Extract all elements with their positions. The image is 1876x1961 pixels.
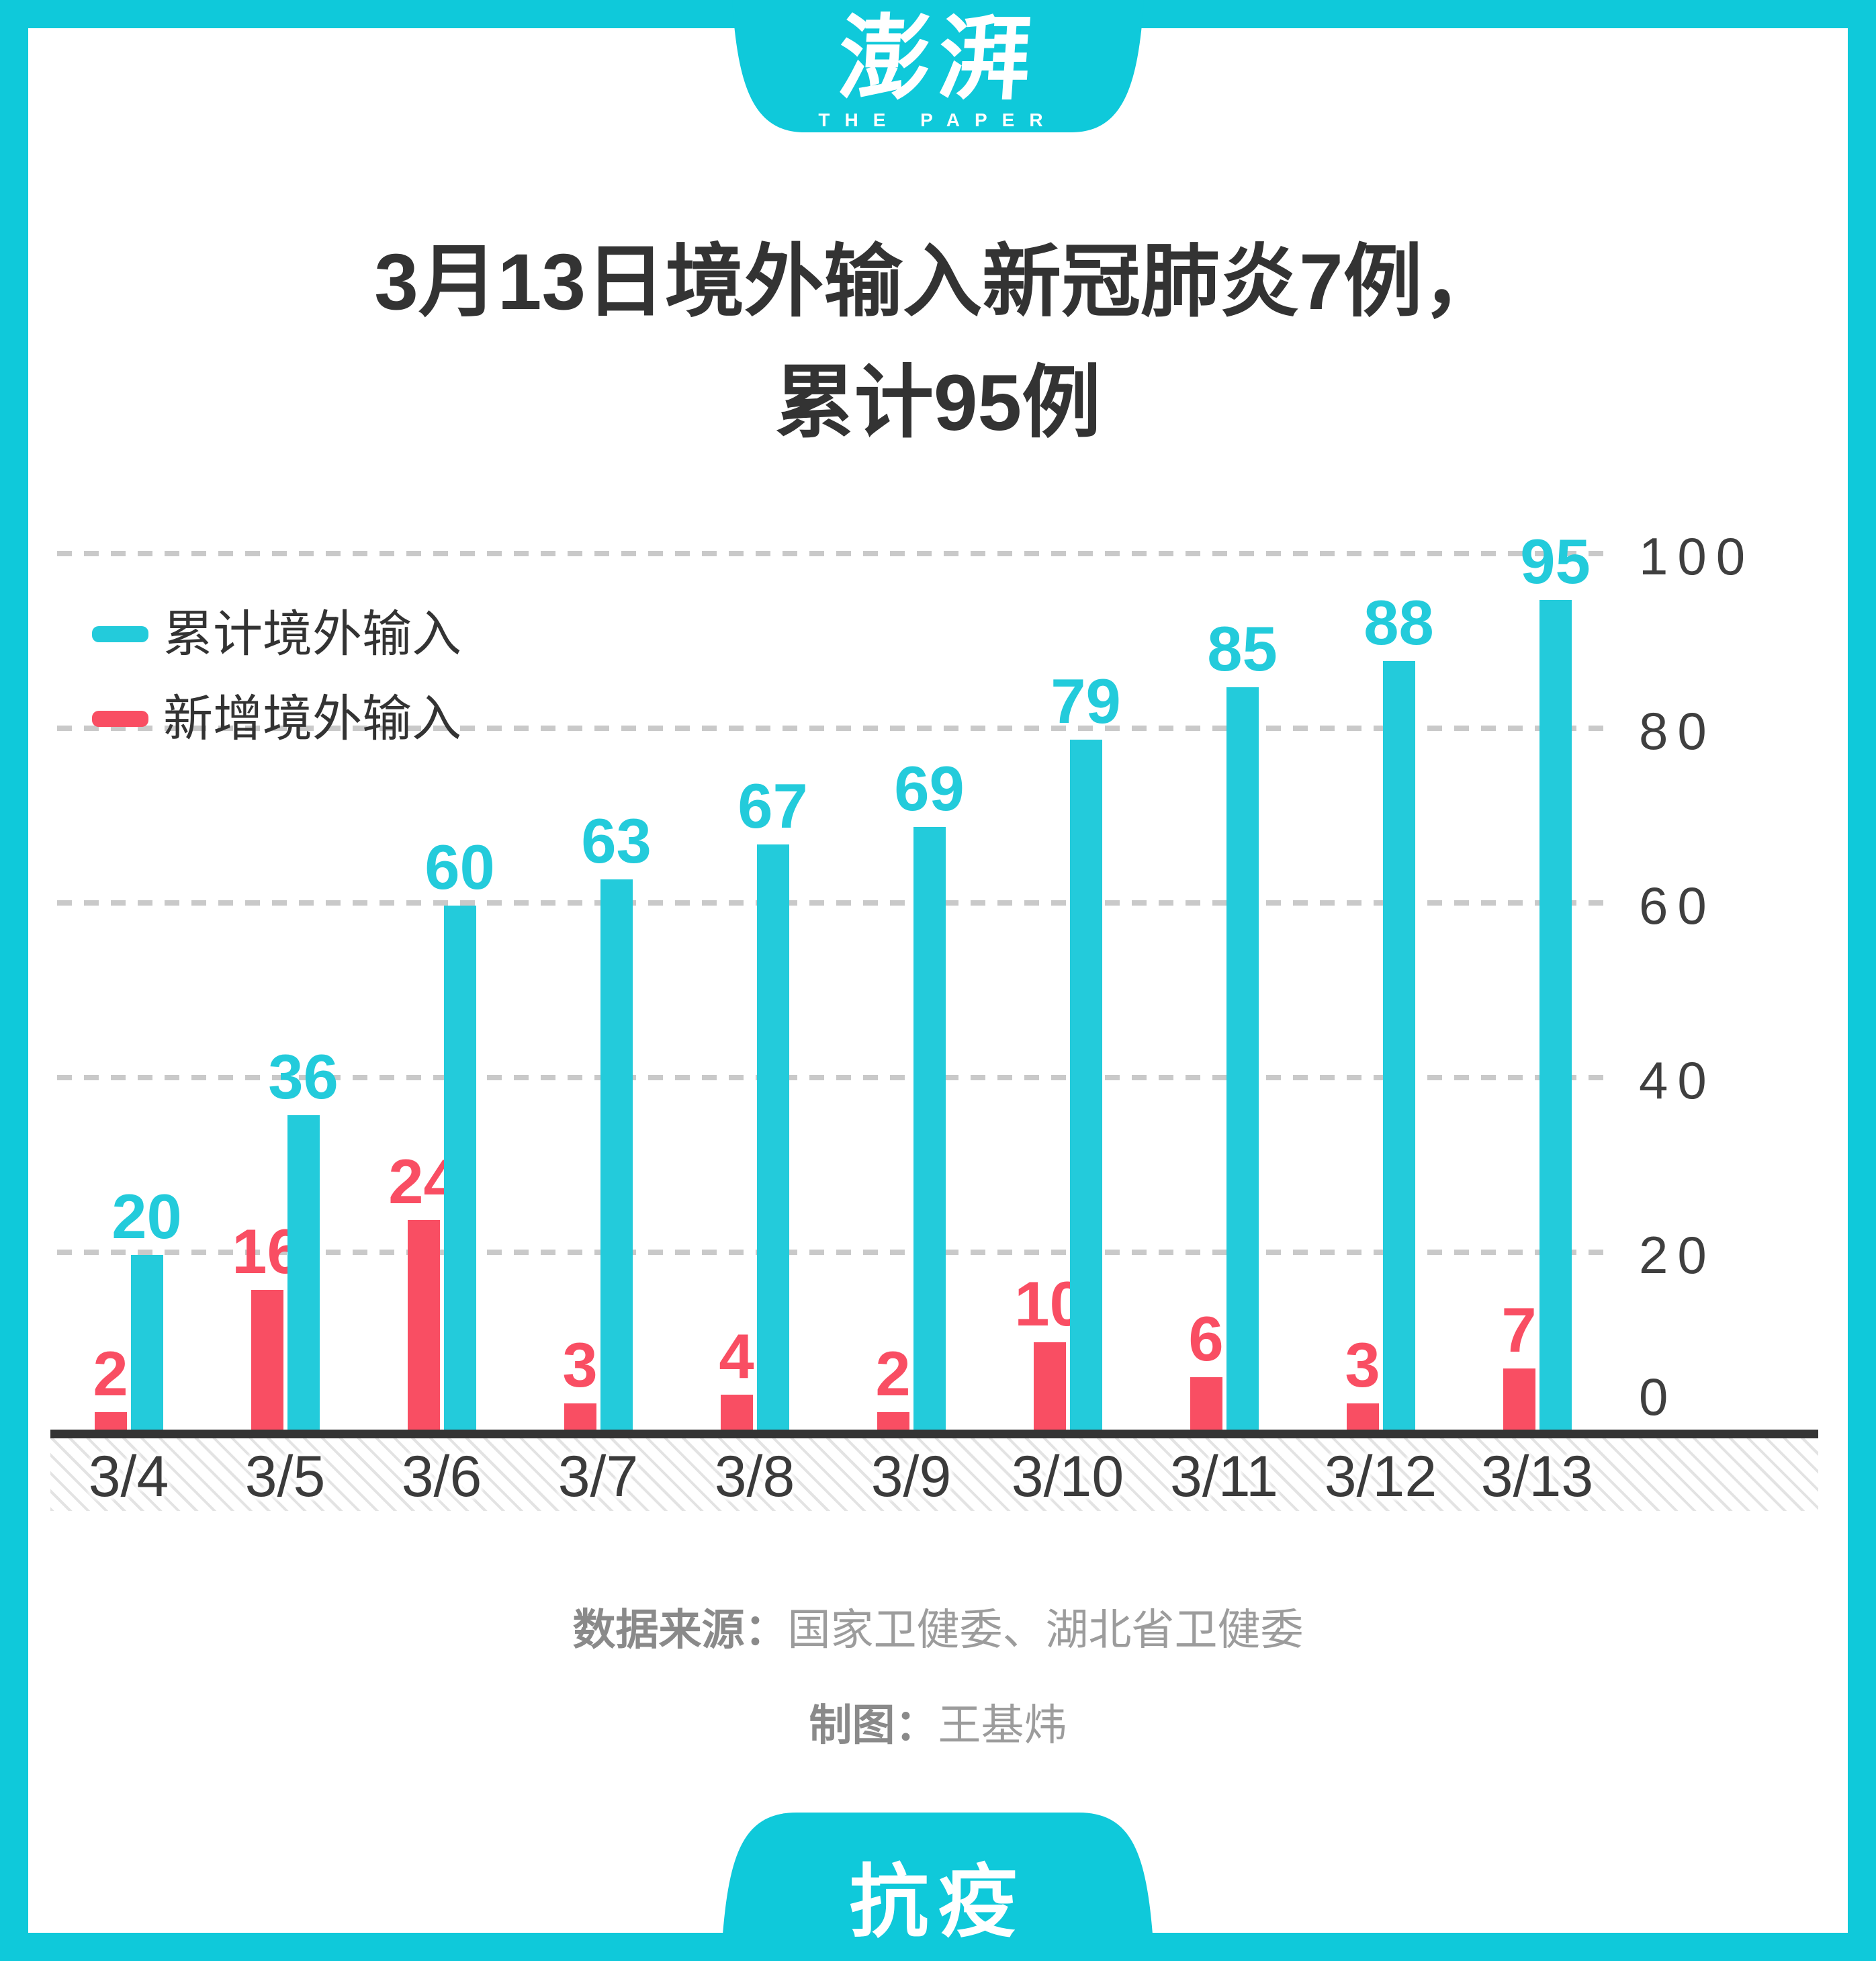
bar-value-label-new-3/12: 3 bbox=[1345, 1330, 1380, 1400]
data-source-line: 数据来源：国家卫健委、湖北省卫健委 bbox=[0, 1606, 1876, 1654]
bar-cumulative-3/10: 79 bbox=[1051, 670, 1121, 1430]
date-label-3/10: 3/10 bbox=[1011, 1444, 1124, 1509]
bottom-tab-shape bbox=[723, 1813, 1153, 1934]
x-axis-baseline bbox=[50, 1430, 1818, 1438]
bar-new-3/8: 4 bbox=[719, 1325, 754, 1430]
bar-value-label-cumulative-3/10: 79 bbox=[1051, 666, 1121, 736]
x-axis-hatched-band bbox=[50, 1438, 1818, 1511]
date-label-3/5: 3/5 bbox=[244, 1444, 326, 1509]
bar-group-3/12: 3 88 bbox=[1302, 556, 1459, 1430]
chart-title-line1: 3月13日境外输入新冠肺炎7例， bbox=[374, 238, 1502, 326]
y-tick-label-40: 40 bbox=[1639, 1051, 1716, 1110]
bar-new-3/9: 2 bbox=[875, 1342, 911, 1430]
bar-value-label-cumulative-3/4: 20 bbox=[111, 1181, 182, 1252]
legend-swatch-teal bbox=[92, 626, 148, 642]
credit-value: 王基炜 bbox=[938, 1701, 1067, 1749]
bar-value-label-new-3/7: 3 bbox=[562, 1330, 598, 1400]
bar-cumulative-3/5: 36 bbox=[268, 1045, 339, 1430]
legend: 累计境外输入 新增境外输入 bbox=[92, 608, 461, 777]
top-tab-shape bbox=[732, 0, 1144, 132]
top-brand-tab: 澎湃 THE PAPER bbox=[732, 0, 1144, 161]
gridline-y40 bbox=[57, 1075, 1615, 1080]
bar-group-3/13: 7 95 bbox=[1459, 530, 1615, 1430]
bar-new-3/5: 16 bbox=[232, 1220, 302, 1430]
bar-value-label-cumulative-3/6: 60 bbox=[425, 832, 495, 902]
legend-item-new: 新增境外输入 bbox=[92, 693, 461, 745]
bar-group-3/11: 6 85 bbox=[1146, 556, 1302, 1430]
bar-value-label-cumulative-3/7: 63 bbox=[581, 805, 652, 876]
bar-cumulative-3/11: 85 bbox=[1207, 617, 1278, 1430]
bar-series-area: 2 20 16 36 24 60 3 63 4 67 2 69 10 79 6 85 3 88 7 95 bbox=[50, 530, 1615, 1430]
date-label-3/11: 3/11 bbox=[1170, 1444, 1278, 1509]
bar-new-3/12: 3 bbox=[1345, 1334, 1380, 1430]
y-tick-label-60: 60 bbox=[1639, 876, 1716, 935]
bar-value-label-new-3/9: 2 bbox=[875, 1338, 911, 1409]
bar-value-label-new-3/8: 4 bbox=[719, 1321, 754, 1391]
bar-value-label-new-3/13: 7 bbox=[1501, 1295, 1537, 1365]
bar-new-3/10: 10 bbox=[1014, 1272, 1085, 1430]
brand-logo-en: THE PAPER bbox=[818, 110, 1058, 130]
bar-cumulative-3/13: 95 bbox=[1520, 530, 1591, 1430]
gridline-y100 bbox=[57, 551, 1615, 556]
credit-label: 制图： bbox=[809, 1701, 938, 1749]
date-label-3/4: 3/4 bbox=[88, 1444, 169, 1509]
bar-cumulative-3/8: 67 bbox=[738, 775, 808, 1430]
chart-title: 3月13日境外输入新冠肺炎7例， 累计95例 bbox=[0, 222, 1876, 464]
bar-cumulative-3/9: 69 bbox=[894, 757, 965, 1430]
bar-value-label-cumulative-3/11: 85 bbox=[1207, 613, 1278, 684]
legend-label-cumulative: 累计境外输入 bbox=[163, 606, 461, 662]
brand-logo-cn: 澎湃 bbox=[835, 7, 1041, 111]
date-label-3/9: 3/9 bbox=[870, 1444, 952, 1509]
bar-group-3/4: 2 20 bbox=[50, 556, 207, 1430]
bar-value-label-cumulative-3/8: 67 bbox=[738, 771, 808, 841]
bar-group-3/6: 24 60 bbox=[363, 556, 520, 1430]
date-label-3/7: 3/7 bbox=[557, 1444, 639, 1509]
gridline-y20 bbox=[57, 1250, 1615, 1255]
date-label-3/13: 3/13 bbox=[1480, 1444, 1594, 1509]
bar-value-label-cumulative-3/5: 36 bbox=[268, 1041, 339, 1112]
bar-new-3/7: 3 bbox=[562, 1334, 598, 1430]
data-source-value: 国家卫健委、湖北省卫健委 bbox=[787, 1606, 1304, 1654]
y-tick-label-80: 80 bbox=[1639, 701, 1716, 760]
bar-cumulative-3/12: 88 bbox=[1364, 591, 1434, 1430]
bar-new-3/13: 7 bbox=[1501, 1299, 1537, 1430]
x-axis-date-labels: 3/4 3/5 3/6 3/7 3/8 3/9 3/10 3/11 3/12 3/13 bbox=[50, 1446, 1615, 1508]
bar-new-3/11: 6 bbox=[1188, 1307, 1224, 1430]
bar-value-label-cumulative-3/13: 95 bbox=[1520, 526, 1591, 597]
bar-group-3/9: 2 69 bbox=[833, 556, 989, 1430]
bar-cumulative-3/6: 60 bbox=[425, 836, 495, 1430]
bar-value-label-new-3/4: 2 bbox=[93, 1338, 128, 1409]
legend-item-cumulative: 累计境外输入 bbox=[92, 608, 461, 660]
date-label-3/12: 3/12 bbox=[1324, 1444, 1437, 1509]
legend-label-new: 新增境外输入 bbox=[163, 691, 461, 746]
data-source-label: 数据来源： bbox=[572, 1606, 788, 1654]
legend-swatch-pink bbox=[92, 711, 148, 727]
brand-logo: 澎湃 THE PAPER bbox=[732, 7, 1144, 130]
bar-group-3/8: 4 67 bbox=[676, 556, 833, 1430]
gridline-y80 bbox=[57, 726, 1615, 731]
bar-group-3/5: 16 36 bbox=[207, 556, 363, 1430]
y-tick-label-20: 20 bbox=[1639, 1225, 1716, 1284]
date-label-3/8: 3/8 bbox=[714, 1444, 795, 1509]
bottom-topic-tab bbox=[723, 1813, 1153, 1934]
bar-cumulative-3/4: 20 bbox=[111, 1185, 182, 1430]
bar-value-label-cumulative-3/9: 69 bbox=[894, 753, 965, 824]
gridline-y60 bbox=[57, 900, 1615, 906]
bar-group-3/10: 10 79 bbox=[989, 556, 1146, 1430]
y-tick-label-100: 100 bbox=[1639, 527, 1755, 586]
footer-tag-text: 抗疫 bbox=[849, 1858, 1027, 1947]
y-tick-label-0: 0 bbox=[1639, 1367, 1678, 1426]
bar-group-3/7: 3 63 bbox=[520, 556, 676, 1430]
bar-cumulative-3/7: 63 bbox=[581, 810, 652, 1430]
credit-line: 制图：王基炜 bbox=[0, 1701, 1876, 1749]
bar-new-3/6: 24 bbox=[388, 1150, 459, 1430]
bar-value-label-cumulative-3/12: 88 bbox=[1364, 587, 1434, 658]
bar-value-label-new-3/11: 6 bbox=[1188, 1303, 1224, 1374]
bar-new-3/4: 2 bbox=[93, 1342, 128, 1430]
date-label-3/6: 3/6 bbox=[401, 1444, 482, 1509]
chart-title-line2: 累计95例 bbox=[774, 359, 1102, 447]
